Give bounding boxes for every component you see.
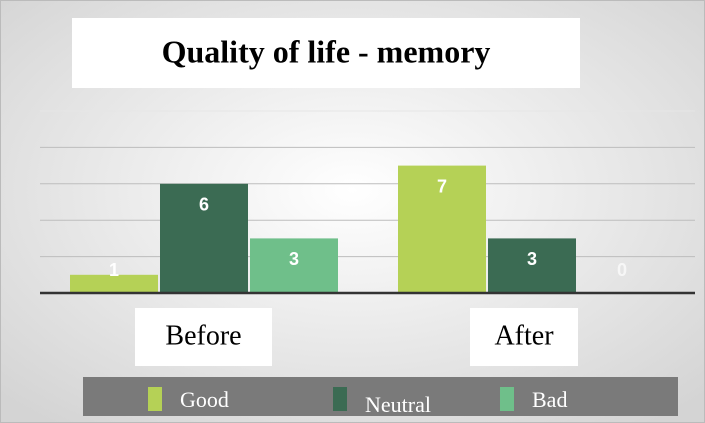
legend-box	[83, 377, 678, 416]
legend-swatch	[333, 387, 347, 411]
value-label: 0	[617, 260, 627, 280]
value-label: 7	[437, 176, 447, 196]
legend-label: Bad	[532, 387, 567, 412]
bar	[398, 165, 486, 293]
category-box	[470, 308, 578, 366]
chart-title: Quality of life - memory	[162, 33, 491, 69]
legend-label: Neutral	[365, 392, 431, 417]
bar	[160, 183, 248, 293]
value-label: 3	[527, 249, 537, 269]
bar	[488, 238, 576, 293]
x-tick-label: After	[494, 320, 554, 351]
bar	[250, 238, 338, 293]
value-label: 1	[109, 260, 119, 280]
legend-swatch	[500, 387, 514, 411]
title-box	[72, 18, 580, 88]
legend-label: Good	[180, 387, 229, 412]
legend-swatch	[148, 387, 162, 411]
x-tick-label: Before	[165, 320, 241, 351]
category-box	[135, 308, 272, 366]
bar	[70, 274, 158, 293]
value-label: 3	[289, 249, 299, 269]
value-label: 6	[199, 195, 209, 215]
